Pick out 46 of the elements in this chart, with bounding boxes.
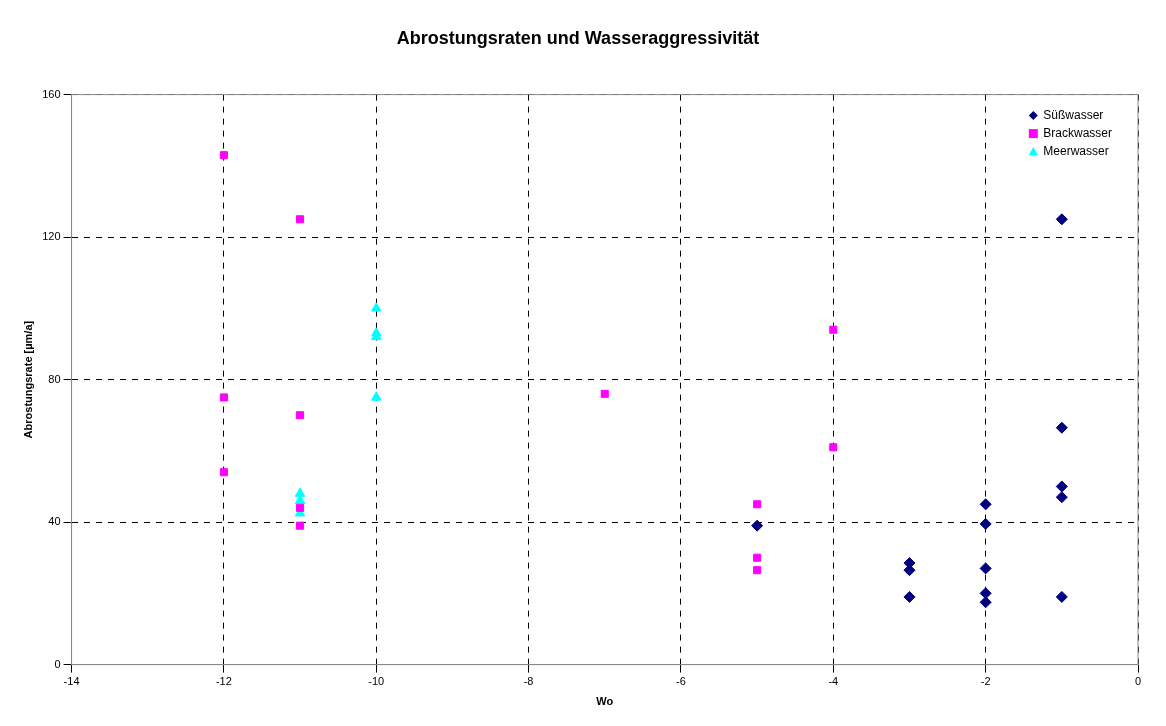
- point: [370, 302, 382, 312]
- y-tick-label: 40: [48, 515, 61, 528]
- x-tick-label: -4: [828, 675, 839, 688]
- point: [370, 391, 382, 401]
- point: [753, 566, 762, 575]
- x-tick-label: -2: [980, 675, 991, 688]
- point: [296, 411, 305, 420]
- legend-label: Süßwasser: [1043, 107, 1104, 122]
- point: [1055, 421, 1068, 434]
- point: [296, 503, 305, 512]
- point: [1055, 590, 1068, 603]
- chart-title: Abrostungsraten und Wasseraggressivität: [396, 27, 760, 48]
- x-axis-title: Wo: [596, 695, 614, 708]
- point: [979, 517, 992, 530]
- point: [1055, 480, 1068, 493]
- legend-label: Meerwasser: [1043, 143, 1109, 158]
- point: [979, 596, 992, 609]
- point: [751, 519, 764, 532]
- point: [219, 393, 228, 402]
- point: [1055, 213, 1068, 226]
- y-axis-title: Abrostungsrate [µm/a]: [21, 320, 34, 439]
- x-tick-label: -8: [523, 675, 534, 688]
- point: [979, 498, 992, 511]
- point: [903, 590, 916, 603]
- x-tick-label: -14: [63, 675, 80, 688]
- point: [753, 553, 762, 562]
- y-tick-label: 120: [42, 230, 61, 243]
- x-tick-label: -10: [368, 675, 385, 688]
- point: [296, 215, 305, 224]
- point: [1055, 491, 1068, 504]
- x-tick-label: 0: [1134, 675, 1142, 688]
- y-tick-label: 160: [42, 87, 61, 100]
- point: [829, 325, 838, 334]
- point: [296, 521, 305, 530]
- point: [753, 500, 762, 509]
- point: [600, 389, 609, 398]
- x-tick-label: -12: [215, 675, 232, 688]
- legend-label: Brackwasser: [1043, 125, 1112, 140]
- y-tick-label: 0: [54, 657, 61, 670]
- point: [219, 151, 228, 160]
- point: [219, 468, 228, 477]
- point: [294, 487, 306, 497]
- x-tick-label: -6: [676, 675, 686, 688]
- point: [979, 562, 992, 575]
- point: [829, 443, 838, 452]
- y-tick-label: 80: [48, 372, 61, 385]
